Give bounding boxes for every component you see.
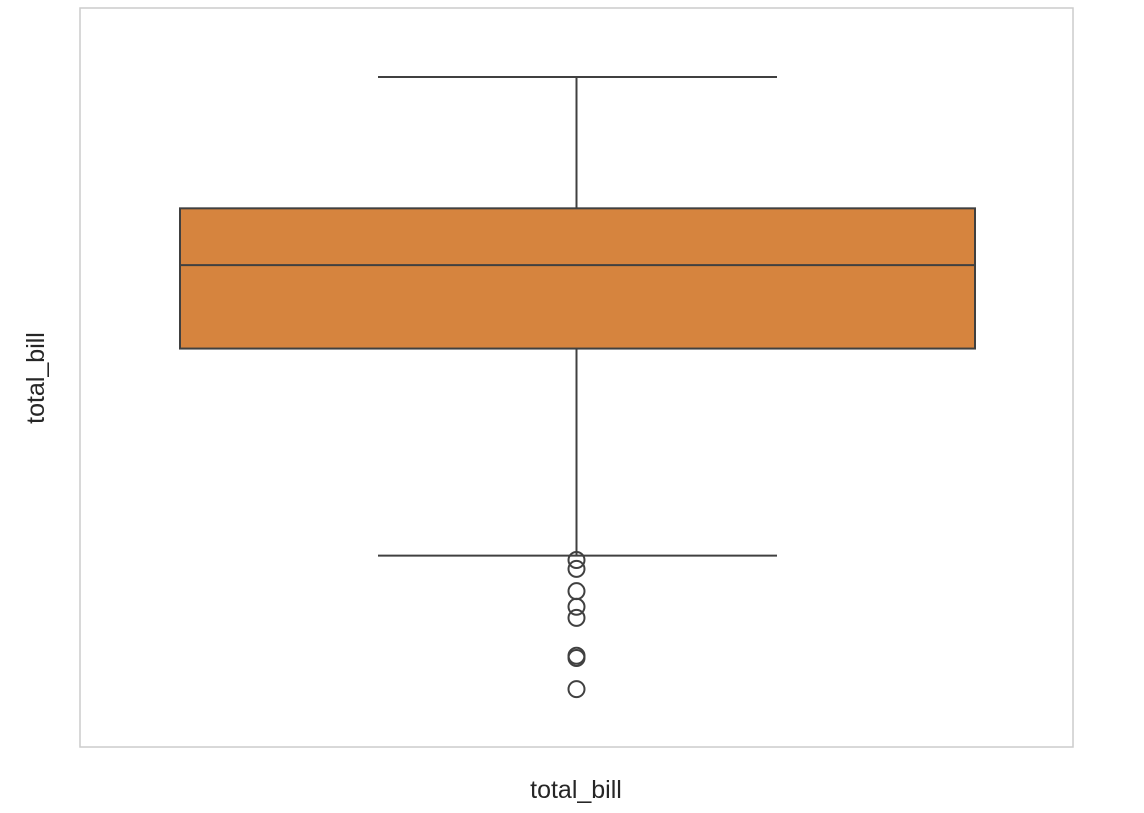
outlier-point <box>567 597 586 616</box>
iqr-box <box>179 207 976 350</box>
outlier-point <box>567 680 586 699</box>
outlier-point <box>567 608 586 627</box>
y-axis-label: total_bill <box>22 332 50 424</box>
outlier-point <box>567 551 586 570</box>
x-axis-label: total_bill <box>530 776 622 804</box>
outlier-point <box>567 559 586 578</box>
box-group <box>179 76 976 557</box>
outlier-point <box>567 648 586 667</box>
outlier-group <box>567 551 586 699</box>
